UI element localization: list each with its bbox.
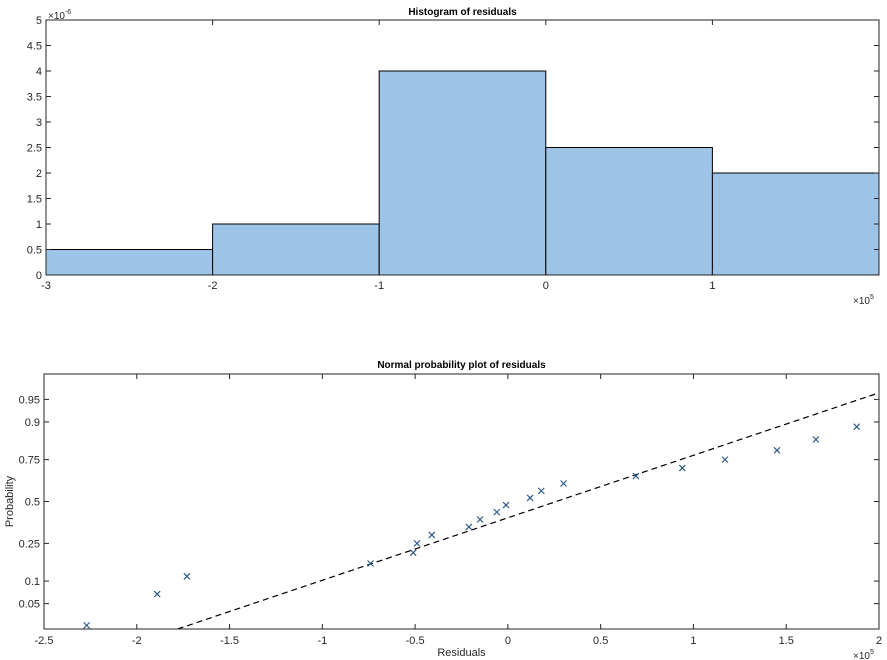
npp-marker-stroke [773,446,781,454]
npp-data-point [409,549,417,557]
hist-x-tick-label: -3 [41,280,51,292]
hist-title: Histogram of residuals [408,7,517,18]
npp-x-tick-label: 0.5 [593,635,608,647]
normal-probability-chart: 0.05 0.1 0.25 0.5 0.75 0.9 0.95 -2.5 -2 -1.5 -1 -0.… [4,360,882,660]
npp-x-axis-label: Residuals [437,647,486,659]
hist-y-tick-label: 3.5 [27,92,42,104]
npp-marker-stroke [476,516,484,523]
npp-data-point [153,590,161,598]
npp-data-point [367,560,375,567]
npp-data-point [493,508,501,516]
hist-x-exponent: ×105 [853,294,874,307]
npp-data-point [526,494,534,502]
hist-y-tick-label: 0 [36,270,42,282]
hist-bar [378,70,547,276]
npp-marker-stroke [853,423,861,431]
npp-x-tick-label: -2.5 [35,635,54,647]
npp-marker-stroke [153,590,161,598]
hist-y-tick-label: 4.5 [27,41,42,53]
npp-y-tick-label: 0.5 [25,497,40,509]
npp-marker-stroke [413,539,421,547]
npp-data-point [721,456,729,464]
npp-marker-stroke [465,523,473,531]
hist-y-exponent-power: -6 [65,9,71,16]
npp-data-point [83,621,91,629]
npp-marker-stroke [721,456,729,464]
npp-marker-stroke [560,480,567,487]
npp-data-point [537,487,545,495]
hist-x-tick-label: 0 [543,280,549,292]
hist-bar [212,223,380,276]
npp-y-tick-label: 0.05 [19,599,40,611]
npp-marker-stroke [428,531,436,539]
npp-x-tick-label: 2 [876,635,882,647]
npp-x-tick-label: -2 [132,635,142,647]
npp-plot-area [44,374,879,629]
npp-data-point [413,539,421,547]
npp-x-exponent-power: 5 [870,649,874,656]
npp-y-tick-label: 0.95 [19,394,40,406]
npp-marker-stroke [632,472,640,480]
npp-marker-stroke [493,508,501,516]
hist-y-tick-label: 1.5 [27,194,42,206]
hist-x-tick-label: -1 [374,280,384,292]
npp-marker-stroke [678,464,686,472]
npp-marker-stroke [83,621,91,629]
npp-data-point [428,531,436,539]
npp-x-tick-label: 1.5 [779,635,794,647]
npp-marker-stroke [812,436,820,443]
npp-marker-stroke [183,572,191,580]
npp-y-axis-label: Probability [4,475,16,527]
npp-data-point [853,423,861,431]
npp-x-exponent: ×105 [853,649,874,660]
hist-y-tick-label: 4 [36,66,42,78]
npp-data-point [812,436,820,443]
npp-title: Normal probability plot of residuals [377,360,546,371]
hist-y-tick-label: 0.5 [27,245,42,257]
hist-y-exponent: ×10-6 [48,9,71,22]
npp-x-tick-label: 0 [505,635,511,647]
npp-x-tick-label: 1 [690,635,696,647]
npp-data-point [678,464,686,472]
npp-y-tick-label: 0.9 [25,417,40,429]
hist-y-tick-label: 1 [36,219,42,231]
hist-y-tick-label: 2.5 [27,143,42,155]
hist-bar [45,249,214,276]
npp-data-point [560,480,567,487]
npp-x-tick-label: -1 [317,635,327,647]
hist-x-tick-label: -2 [208,280,218,292]
hist-y-tick-label: 3 [36,117,42,129]
npp-data-point [476,516,484,523]
npp-data-point [502,501,510,509]
npp-y-tick-label: 0.75 [19,455,40,467]
npp-y-tick-label: 0.1 [25,576,40,588]
npp-reference-line [177,392,880,630]
hist-y-tick-label: 5 [36,15,42,27]
npp-marker-stroke [502,501,510,509]
hist-y-tick-label: 2 [36,168,42,180]
npp-x-exponent-base: ×10 [853,651,870,660]
npp-data-point [183,572,191,580]
hist-y-exponent-base: ×10 [48,11,65,22]
npp-marker-stroke [537,487,545,495]
hist-bar [711,172,880,276]
hist-bar [545,147,713,276]
npp-data-point [773,446,781,454]
npp-x-tick-label: -0.5 [406,635,425,647]
npp-marker-stroke [409,549,417,557]
hist-x-tick-label: 1 [709,280,715,292]
hist-x-exponent-power: 5 [870,294,874,301]
npp-marker-stroke [367,560,375,567]
npp-x-tick-label: -1.5 [220,635,239,647]
npp-data-point [632,472,640,480]
npp-y-tick-label: 0.25 [19,538,40,550]
hist-x-exponent-base: ×10 [853,296,870,307]
npp-marker-stroke [526,494,534,502]
npp-data-point [465,523,473,531]
histogram-chart: 0 0.5 1 1.5 2 2.5 3 3.5 4 4.5 5 -3 -2 -1 0 1 Histogram o… [27,7,880,307]
